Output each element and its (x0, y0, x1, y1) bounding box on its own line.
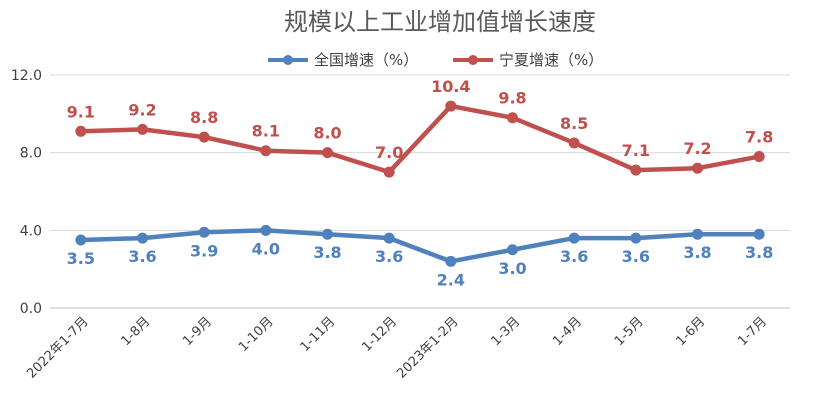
x-tick-label: 1-10月 (236, 314, 277, 355)
data-point (137, 232, 148, 244)
data-label: 3.6 (375, 247, 403, 266)
data-labels: 3.5 3.6 3.9 4.0 3.8 3.6 2.4 3.0 3.6 3.6 3.8 3.8 9.1 9… (67, 77, 774, 289)
x-tick-label: 1-7月 (735, 314, 770, 349)
legend-marker (283, 55, 293, 65)
data-label: 3.0 (498, 259, 526, 278)
data-label: 3.6 (128, 247, 156, 266)
legend-label: 宁夏增速（%） (499, 51, 603, 69)
data-point (445, 255, 457, 267)
y-axis: 0.0 4.0 8.0 12.0 (11, 68, 42, 317)
data-point (322, 228, 333, 240)
data-point (383, 232, 395, 244)
data-point (692, 228, 703, 240)
data-point (260, 224, 272, 236)
data-label: 8.5 (560, 114, 588, 133)
x-tick-label: 1-4月 (550, 314, 585, 349)
legend-marker (468, 55, 478, 65)
data-point (198, 226, 210, 238)
data-label: 3.8 (683, 243, 711, 262)
data-label: 3.6 (622, 247, 650, 266)
data-point (753, 151, 765, 163)
data-label: 9.2 (128, 100, 156, 119)
data-label: 7.1 (622, 141, 650, 160)
series-group (75, 100, 765, 267)
data-point (568, 232, 580, 244)
data-label: 3.8 (745, 243, 773, 262)
data-point (383, 166, 395, 178)
x-axis: 2022年1-7月 1-8月 1-9月 1-10月 1-11月 1-12月2023年1-2… (24, 314, 770, 381)
data-label: 10.4 (431, 77, 470, 96)
data-label: 9.8 (498, 89, 526, 108)
data-point (260, 145, 272, 157)
data-point (75, 125, 87, 137)
data-point (507, 244, 518, 256)
x-tick-label: 1-5月 (612, 314, 647, 349)
gridlines (50, 74, 790, 309)
legend-label: 全国增速（%） (314, 51, 418, 69)
x-tick-label: 1-3月 (489, 314, 524, 349)
data-label: 3.6 (560, 247, 588, 266)
series-line (78, 103, 762, 175)
data-point (753, 228, 765, 240)
data-point (322, 147, 333, 159)
data-point (75, 234, 87, 246)
x-tick-label: 1-9月 (180, 314, 215, 349)
data-point (630, 164, 642, 176)
data-point (630, 232, 642, 244)
data-point (198, 131, 210, 143)
chart-title: 规模以上工业增加值增长速度 (284, 8, 596, 36)
data-label: 7.8 (745, 128, 773, 147)
x-tick-label: 1-8月 (119, 314, 154, 349)
x-tick-label: 2022年1-7月 (24, 314, 91, 381)
data-point (507, 112, 518, 124)
data-label: 8.8 (190, 108, 218, 127)
data-label: 3.8 (313, 243, 341, 262)
y-tick-label: 8.0 (20, 146, 42, 162)
data-label: 3.9 (190, 241, 218, 260)
data-label: 7.2 (683, 139, 711, 158)
data-label: 3.5 (67, 249, 95, 268)
data-point (445, 100, 457, 112)
series-line (78, 228, 762, 264)
legend: 全国增速（%） 宁夏增速（%） (268, 51, 603, 69)
x-tick-label: 1-12月 (359, 314, 400, 355)
data-label: 8.1 (252, 122, 280, 141)
x-tick-label: 1-11月 (298, 314, 339, 355)
y-tick-label: 0.0 (20, 301, 42, 317)
x-tick-label: 2023年1-2月 (394, 314, 461, 381)
data-point (692, 162, 703, 174)
data-label: 9.1 (67, 102, 95, 121)
y-tick-label: 4.0 (20, 223, 42, 239)
x-tick-label: 1-6月 (674, 314, 709, 349)
data-label: 8.0 (313, 124, 341, 143)
data-label: 2.4 (437, 270, 465, 289)
data-point (137, 123, 148, 135)
data-label: 7.0 (375, 143, 403, 162)
data-label: 4.0 (252, 239, 280, 258)
data-point (568, 137, 580, 149)
y-tick-label: 12.0 (11, 68, 42, 84)
